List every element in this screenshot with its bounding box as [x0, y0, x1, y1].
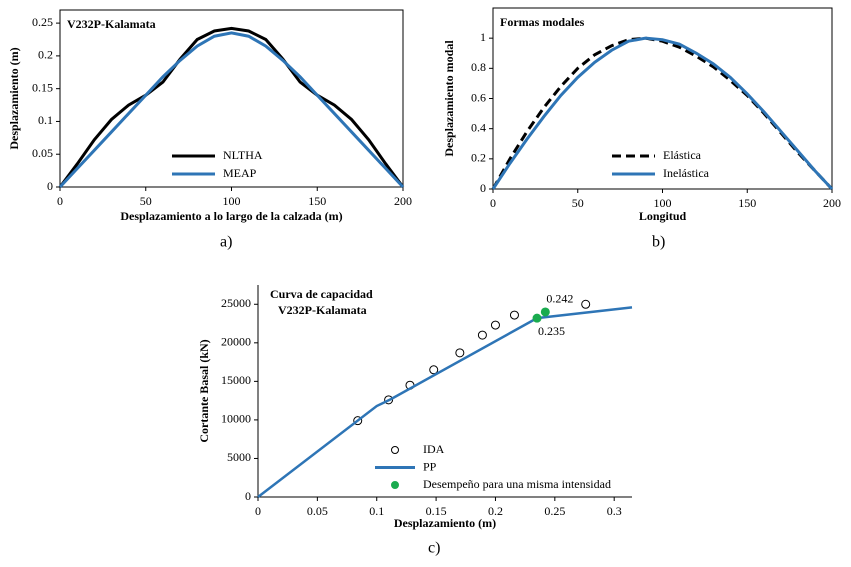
y-tick-label: 20000 [221, 335, 251, 349]
y-tick-label: 0.2 [471, 151, 486, 165]
caption: b) [652, 234, 665, 251]
x-tick-label: 100 [223, 194, 241, 208]
x-axis-label: Desplazamiento (m) [394, 516, 496, 530]
caption: a) [220, 234, 232, 251]
x-tick-label: 0 [57, 194, 63, 208]
y-tick-label: 10000 [221, 412, 251, 426]
y-tick-label: 0.8 [471, 60, 486, 74]
x-tick-label: 0.25 [544, 504, 565, 518]
y-tick-label: 0.4 [471, 120, 486, 134]
data-point [490, 320, 500, 330]
x-tick-label: 0.1 [369, 504, 384, 518]
data-point [477, 330, 487, 340]
plot-frame [492, 7, 833, 190]
series-line [491, 36, 834, 191]
chart-subtitle: V232P-Kalamata [278, 303, 367, 317]
legend-label: PP [423, 459, 437, 473]
y-tick-label: 0 [47, 179, 53, 193]
x-tick-label: 0.15 [426, 504, 447, 518]
annotation: 0.235 [538, 324, 565, 338]
data-point [455, 348, 465, 358]
legend-label: IDA [423, 442, 445, 456]
y-tick-label: 0.6 [471, 90, 486, 104]
data-point [429, 365, 439, 375]
y-axis-label: Desplazamiento modal [442, 40, 456, 157]
x-tick-label: 150 [308, 194, 326, 208]
y-tick-label: 0.25 [32, 15, 53, 29]
y-tick-label: 25000 [221, 296, 251, 310]
x-axis-label: Desplazamiento a lo largo de la calzada … [120, 209, 342, 223]
y-tick-label: 15000 [221, 373, 251, 387]
y-tick-label: 0.1 [38, 113, 53, 127]
y-tick-label: 0.05 [32, 146, 53, 160]
y-axis-label: Desplazamiento (m) [7, 47, 21, 149]
chart-title: V232P-Kalamata [67, 17, 156, 31]
x-tick-label: 0.2 [488, 504, 503, 518]
annotation: 0.242 [546, 292, 573, 306]
x-tick-label: 0 [255, 504, 261, 518]
x-tick-label: 200 [394, 194, 412, 208]
y-tick-label: 5000 [227, 450, 251, 464]
data-point [509, 310, 519, 320]
series-line [257, 306, 633, 498]
chart-title: Curva de capacidad [270, 287, 373, 301]
y-axis-label: Cortante Basal (kN) [197, 339, 211, 442]
legend-label: Desempeño para una misma intensidad [423, 477, 611, 491]
chart-title: Formas modales [500, 15, 585, 29]
y-tick-label: 0.2 [38, 48, 53, 62]
legend-label: Inelástica [663, 166, 710, 180]
y-tick-label: 1 [480, 30, 486, 44]
legend-label: MEAP [223, 166, 257, 180]
legend-label: Elástica [663, 148, 702, 162]
x-tick-label: 50 [572, 196, 584, 210]
x-axis-label: Longitud [639, 209, 687, 223]
legend-swatch [391, 446, 399, 454]
x-tick-label: 200 [823, 196, 841, 210]
legend-label: NLTHA [223, 148, 263, 162]
data-point [532, 313, 542, 323]
y-tick-label: 0.15 [32, 80, 53, 94]
series-line [58, 31, 405, 189]
x-tick-label: 0 [490, 196, 496, 210]
data-point [540, 307, 550, 317]
y-tick-label: 0 [245, 489, 251, 503]
x-tick-label: 0.3 [607, 504, 622, 518]
y-tick-label: 0 [480, 181, 486, 195]
x-tick-label: 150 [738, 196, 756, 210]
data-point [581, 299, 591, 309]
caption: c) [428, 540, 440, 557]
series-line [58, 26, 405, 188]
x-tick-label: 50 [140, 194, 152, 208]
x-tick-label: 100 [654, 196, 672, 210]
legend-swatch [391, 481, 399, 489]
x-tick-label: 0.05 [307, 504, 328, 518]
